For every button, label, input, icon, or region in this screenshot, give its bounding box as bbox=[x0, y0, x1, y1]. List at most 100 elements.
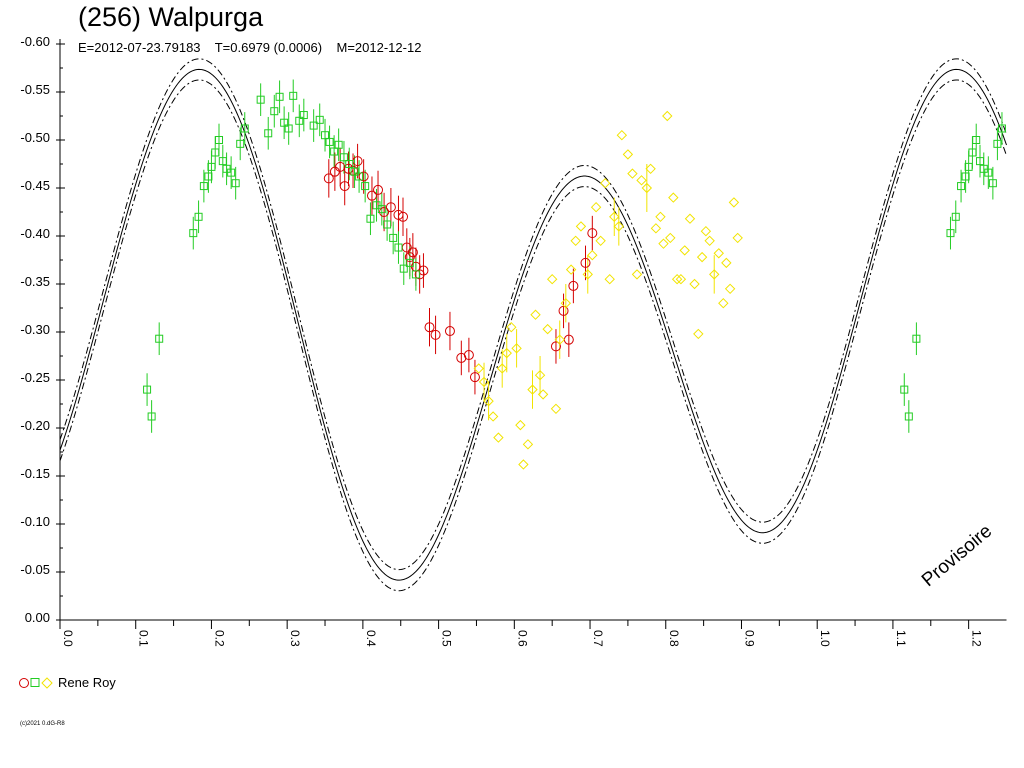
x-tick-label: 0.3 bbox=[288, 630, 302, 647]
green-squares-point bbox=[325, 137, 334, 146]
green-squares-point bbox=[964, 162, 973, 171]
yellow-diamonds-point bbox=[679, 245, 690, 256]
x-tick-label: 0.1 bbox=[137, 630, 151, 647]
yellow-diamonds-point bbox=[704, 235, 715, 247]
red-circles-point bbox=[568, 280, 579, 291]
data-points bbox=[143, 91, 1006, 470]
axes: 0.00 -0.05 -0.10 -0.15 -0.20 -0.25 -0.30 -0.35 -… bbox=[20, 34, 1007, 647]
green-squares-point bbox=[405, 258, 414, 267]
green-squares-point bbox=[211, 148, 220, 157]
fit-curve-band bbox=[59, 58, 1007, 592]
green-squares-point bbox=[377, 205, 386, 214]
yellow-diamonds-point bbox=[724, 283, 736, 295]
green-squares-point bbox=[218, 157, 227, 166]
green-squares-point bbox=[334, 140, 343, 149]
y-tick-label: -0.15 bbox=[20, 466, 50, 481]
red-circles-point bbox=[398, 211, 409, 222]
green-squares-point bbox=[155, 334, 164, 343]
red-circles-point bbox=[558, 305, 569, 316]
yellow-diamonds-point bbox=[478, 376, 490, 388]
y-tick-label: -0.30 bbox=[20, 322, 50, 337]
green-squares-point bbox=[215, 136, 224, 144]
yellow-diamonds-point bbox=[546, 273, 558, 285]
legend-label: Rene Roy bbox=[58, 675, 116, 690]
yellow-diamonds-point bbox=[665, 232, 676, 244]
yellow-diamonds-point bbox=[542, 323, 553, 335]
green-squares-point bbox=[256, 95, 265, 104]
green-squares-point bbox=[350, 167, 359, 176]
red-circles-point bbox=[587, 228, 598, 239]
red-circles-point bbox=[385, 202, 396, 213]
yellow-diamonds-point bbox=[616, 129, 628, 141]
yellow-diamonds-point bbox=[662, 110, 673, 122]
red-circles-point bbox=[339, 181, 350, 192]
green-squares-point bbox=[900, 385, 909, 394]
x-tick-label: 0.7 bbox=[591, 630, 605, 647]
error-bars bbox=[146, 79, 1003, 433]
yellow-diamonds-point bbox=[650, 223, 662, 234]
green-squares-point bbox=[231, 179, 240, 188]
green-squares-point bbox=[904, 412, 913, 421]
green-squares-point bbox=[997, 124, 1006, 133]
green-squares-point bbox=[315, 115, 324, 124]
y-tick-label: -0.35 bbox=[20, 274, 50, 289]
yellow-diamonds-point bbox=[671, 273, 683, 285]
green-squares-point bbox=[951, 212, 960, 221]
yellow-diamonds-point bbox=[645, 163, 656, 175]
red-circles-point bbox=[373, 184, 384, 195]
green-squares-point bbox=[366, 214, 375, 223]
yellow-diamonds-point bbox=[487, 411, 499, 422]
red-circles-point bbox=[424, 322, 435, 333]
chart-subtitle: E=2012-07-23.79183 T=0.6979 (0.0006) M=2… bbox=[78, 40, 422, 55]
yellow-diamonds-point bbox=[565, 264, 577, 275]
x-tick-label: 0.8 bbox=[667, 630, 681, 647]
y-tick-label: -0.05 bbox=[20, 562, 50, 577]
red-circles-point bbox=[323, 173, 334, 184]
x-tick-label: 0.5 bbox=[440, 630, 454, 647]
yellow-diamonds-point bbox=[627, 168, 638, 179]
yellow-diamonds-point bbox=[473, 363, 484, 374]
yellow-diamonds-point bbox=[718, 297, 729, 309]
y-tick-label: 0.00 bbox=[25, 610, 50, 625]
yellow-diamonds-point bbox=[550, 403, 562, 415]
x-tick-label: 0.6 bbox=[515, 630, 529, 647]
yellow-diamonds-point bbox=[587, 249, 598, 261]
green-squares-point bbox=[345, 160, 354, 168]
red-circles-point bbox=[456, 352, 467, 363]
yellow-diamonds-point bbox=[721, 257, 732, 269]
x-tick-label: 0.2 bbox=[212, 630, 226, 647]
y-tick-label: -0.40 bbox=[20, 226, 50, 241]
y-tick-label: -0.20 bbox=[20, 418, 50, 433]
green-squares-point bbox=[411, 270, 420, 279]
red-circles-point bbox=[414, 269, 425, 280]
green-squares-point bbox=[147, 412, 156, 421]
y-tick-label: -0.50 bbox=[20, 130, 50, 145]
red-circles-point bbox=[407, 247, 418, 258]
green-squares-point bbox=[240, 124, 249, 133]
green-squares-point bbox=[321, 131, 330, 140]
yellow-diamonds-point bbox=[570, 235, 581, 247]
x-tick-label: 1.1 bbox=[894, 630, 908, 647]
yellow-diamonds-point bbox=[655, 211, 666, 223]
x-tick-label: 1.0 bbox=[818, 630, 832, 647]
red-circles-point bbox=[550, 341, 561, 352]
green-squares-point bbox=[280, 118, 289, 127]
yellow-diamonds-point bbox=[534, 369, 546, 381]
x-tick-label: 0.0 bbox=[61, 630, 75, 647]
fit-curve-line bbox=[59, 68, 1007, 581]
yellow-diamonds-point bbox=[668, 192, 679, 203]
red-circles-point bbox=[366, 190, 377, 201]
yellow-diamonds-point bbox=[575, 221, 587, 232]
legend-markers-icon bbox=[19, 676, 53, 689]
yellow-diamonds-point bbox=[622, 149, 634, 160]
yellow-diamonds-point bbox=[658, 238, 669, 249]
yellow-diamonds-point bbox=[636, 175, 647, 186]
yellow-diamonds-point bbox=[506, 321, 517, 333]
y-tick-label: -0.55 bbox=[20, 82, 50, 97]
yellow-diamonds-point bbox=[631, 269, 643, 280]
yellow-diamonds-point bbox=[560, 297, 572, 309]
yellow-diamonds-point bbox=[537, 389, 549, 400]
yellow-diamonds-point bbox=[700, 225, 712, 237]
fit-band-upper bbox=[59, 79, 1007, 592]
y-tick-label: -0.45 bbox=[20, 178, 50, 193]
